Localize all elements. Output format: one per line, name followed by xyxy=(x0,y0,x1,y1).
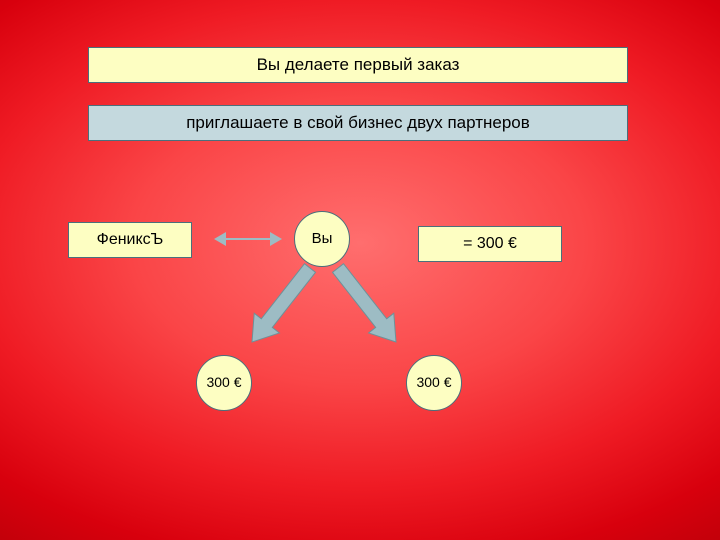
box-phoenix: ФениксЪ xyxy=(68,222,192,258)
banner-first-order: Вы делаете первый заказ xyxy=(88,47,628,83)
box-total-text: = 300 € xyxy=(463,235,517,253)
slide: Вы делаете первый заказ приглашаете в св… xyxy=(0,0,720,540)
banner-invite-partners-text: приглашаете в свой бизнес двух партнеров xyxy=(186,113,530,133)
box-total: = 300 € xyxy=(418,226,562,262)
node-you: Вы xyxy=(294,211,350,267)
banner-invite-partners: приглашаете в свой бизнес двух партнеров xyxy=(88,105,628,141)
banner-first-order-text: Вы делаете первый заказ xyxy=(257,55,460,75)
node-partner-left: 300 € xyxy=(196,355,252,411)
node-partner-right-text: 300 € xyxy=(416,375,451,390)
node-you-text: Вы xyxy=(312,231,333,248)
node-partner-right: 300 € xyxy=(406,355,462,411)
node-partner-left-text: 300 € xyxy=(206,375,241,390)
box-phoenix-text: ФениксЪ xyxy=(97,231,164,249)
